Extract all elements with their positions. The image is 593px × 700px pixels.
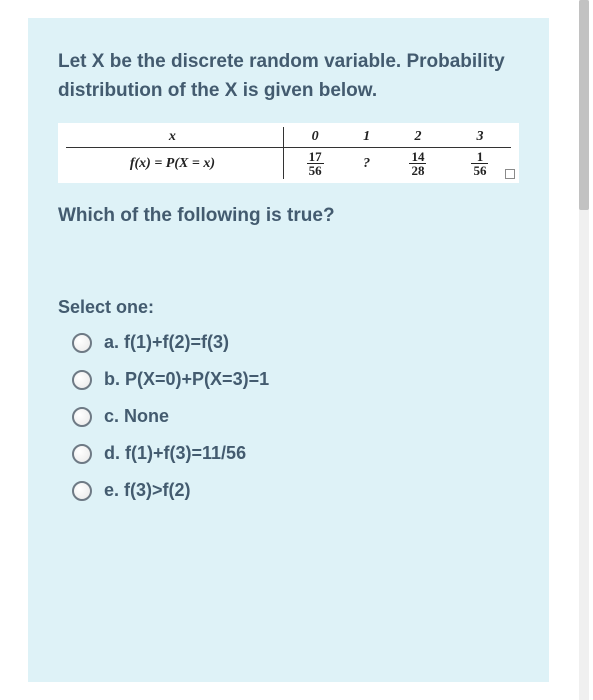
question-card: Let X be the discrete random variable. P… [28,18,549,682]
table-val-2: 1428 [387,148,449,180]
table-col-3: 3 [449,127,511,148]
table-col-2: 2 [387,127,449,148]
table-header-fx: f(x) = P(X = x) [66,148,283,180]
option-d[interactable]: d. f(1)+f(3)=11/56 [58,443,519,464]
table-val-0: 1756 [283,148,346,180]
option-label: d. f(1)+f(3)=11/56 [104,443,246,464]
question-which: Which of the following is true? [58,205,519,227]
options-list: a. f(1)+f(2)=f(3) b. P(X=0)+P(X=3)=1 c. … [58,332,519,501]
table-col-0: 0 [283,127,346,148]
question-intro: Let X be the discrete random variable. P… [58,48,519,105]
scrollbar-thumb[interactable] [579,0,589,210]
option-b[interactable]: b. P(X=0)+P(X=3)=1 [58,369,519,390]
table-val-3: 156 [449,148,511,180]
table-header-x: x [66,127,283,148]
table-col-1: 1 [346,127,387,148]
radio-icon[interactable] [72,333,92,353]
distribution-table-wrap: x 0 1 2 3 f(x) = P(X = x) 1756 ? 1428 [58,123,519,183]
option-c[interactable]: c. None [58,406,519,427]
select-one-label: Select one: [58,297,519,318]
table-val-1: ? [346,148,387,180]
option-label: a. f(1)+f(2)=f(3) [104,332,229,353]
resize-handle-icon [505,169,515,179]
distribution-table: x 0 1 2 3 f(x) = P(X = x) 1756 ? 1428 [66,127,511,179]
radio-icon[interactable] [72,407,92,427]
option-a[interactable]: a. f(1)+f(2)=f(3) [58,332,519,353]
radio-icon[interactable] [72,444,92,464]
option-label: c. None [104,406,169,427]
scrollbar[interactable] [577,0,593,700]
option-e[interactable]: e. f(3)>f(2) [58,480,519,501]
radio-icon[interactable] [72,481,92,501]
option-label: e. f(3)>f(2) [104,480,191,501]
option-label: b. P(X=0)+P(X=3)=1 [104,369,269,390]
radio-icon[interactable] [72,370,92,390]
